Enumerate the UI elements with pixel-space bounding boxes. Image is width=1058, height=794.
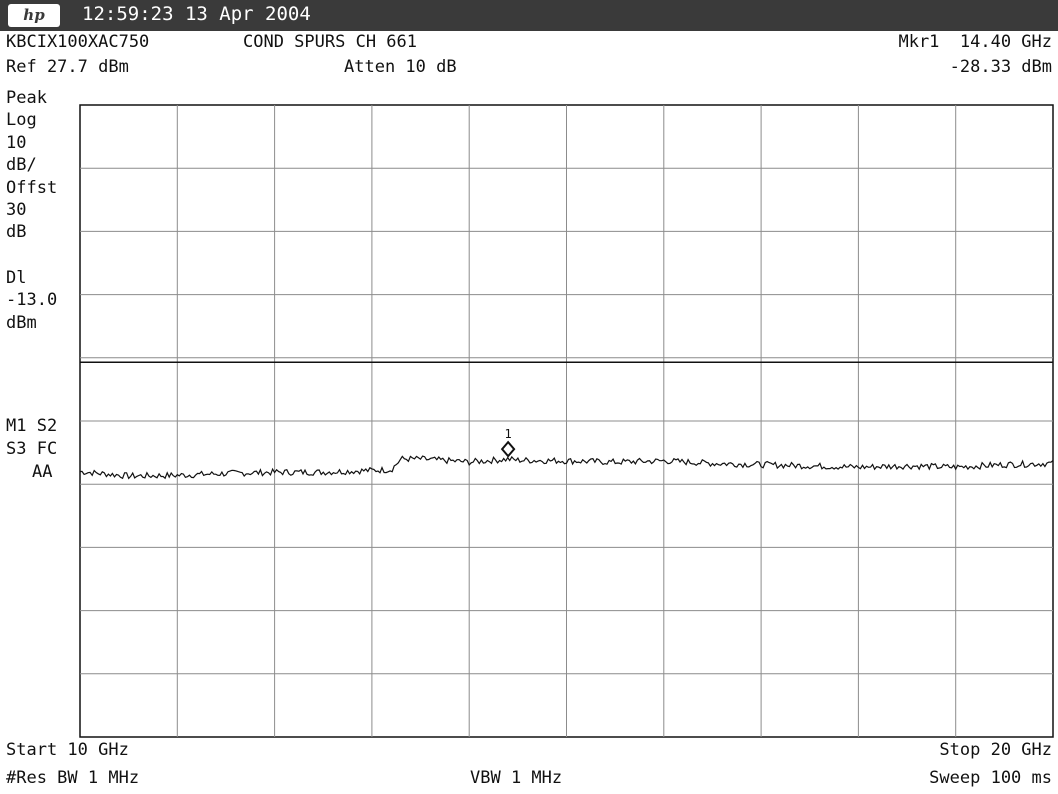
scale-type: Log (6, 110, 37, 130)
sweep-time: Sweep 100 ms (929, 768, 1052, 788)
marker-value: -28.33 dBm (949, 57, 1052, 77)
offset-unit: dB (6, 222, 27, 242)
test-name: COND SPURS CH 661 (243, 32, 417, 52)
res-bw: #Res BW 1 MHz (6, 768, 140, 788)
display-line-label: Dl (6, 268, 27, 288)
mode-line3: AA (32, 462, 53, 482)
marker-label: Mkr1 14.40 GHz (898, 32, 1052, 52)
title-bar: hp 12:59:23 13 Apr 2004 (0, 0, 1058, 31)
ref-level: Ref 27.7 dBm (6, 57, 129, 77)
display-line-unit: dBm (6, 313, 37, 333)
hp-logo: hp (8, 4, 60, 27)
detector-label: Peak (6, 88, 47, 108)
spectrum-trace (79, 455, 1054, 480)
marker-number-label: 1 (505, 427, 512, 441)
scale-unit: dB/ (6, 155, 37, 175)
device-id: KBCIX100XAC750 (6, 32, 150, 52)
stop-freq: Stop 20 GHz (939, 740, 1052, 760)
vbw: VBW 1 MHz (470, 768, 563, 788)
time: 12:59:23 (82, 3, 174, 25)
timestamp: 12:59:23 13 Apr 2004 (82, 3, 311, 25)
attenuation: Atten 10 dB (344, 57, 457, 77)
mode-line2: S3 FC (6, 439, 58, 459)
offset-value: 30 (6, 200, 27, 220)
mode-line1: M1 S2 (6, 416, 58, 436)
marker-diamond (500, 440, 516, 458)
start-freq: Start 10 GHz (6, 740, 129, 760)
scale-value: 10 (6, 133, 27, 153)
date: 13 Apr 2004 (184, 3, 311, 25)
display-line-value: -13.0 (6, 290, 58, 310)
offset-label: Offst (6, 178, 58, 198)
